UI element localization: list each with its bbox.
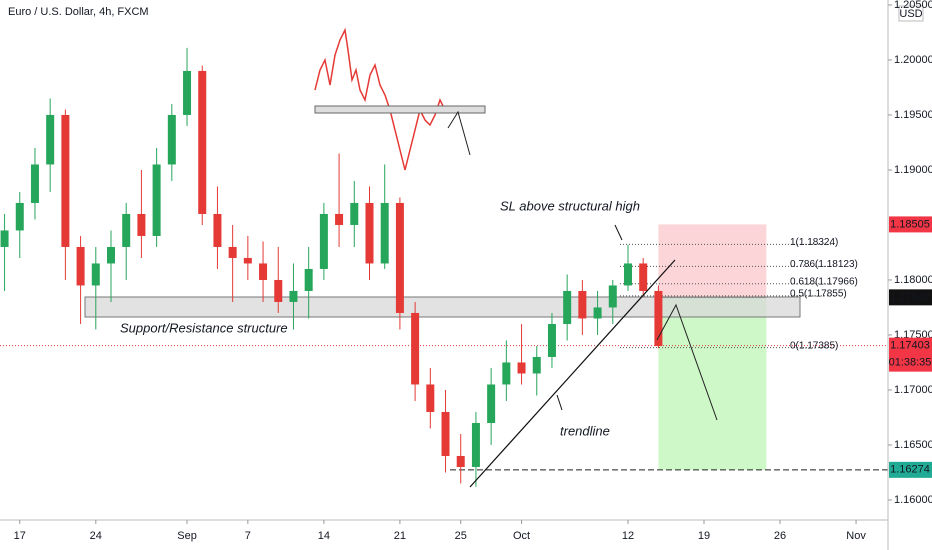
candle-body	[183, 70, 192, 115]
x-tick-label: Nov	[846, 530, 866, 542]
fib-label: 0.5(1.17855)	[790, 289, 847, 300]
inset-arrow	[447, 110, 471, 156]
sl-pointer	[614, 224, 623, 241]
price-tag	[889, 337, 932, 372]
candle-body	[243, 257, 252, 264]
stop-zone	[658, 224, 767, 298]
x-tick-label: 14	[318, 530, 330, 542]
price-tag-label: 1.18505	[890, 218, 930, 230]
candle-body	[502, 362, 511, 385]
candle-body	[608, 285, 617, 308]
candle-body	[167, 114, 176, 165]
candle-body	[578, 290, 587, 319]
y-tick-label: 1.16500	[894, 439, 932, 451]
candle-body	[395, 202, 404, 313]
candle-body	[274, 279, 283, 302]
y-tick-label: 1.20500	[894, 0, 932, 11]
candle-body	[365, 202, 374, 264]
currency: USD	[899, 8, 922, 20]
candle-body	[532, 356, 541, 374]
x-tick-label: 12	[622, 530, 634, 542]
candle-body	[122, 213, 131, 247]
candle-body	[30, 164, 39, 203]
candle-body	[213, 213, 222, 247]
candle-body	[76, 246, 85, 286]
candle-body	[426, 384, 435, 412]
candle-body	[639, 263, 648, 291]
marks	[0, 47, 663, 487]
candle-body	[91, 263, 100, 286]
candle-body	[487, 384, 496, 423]
x-tick-label: 21	[394, 530, 406, 542]
candle-body	[319, 213, 328, 269]
candle-body	[563, 290, 572, 324]
x-tick-label: 7	[245, 530, 251, 542]
price-tag-label: 1.17403	[890, 340, 930, 352]
candle-body	[547, 323, 556, 357]
candle-body	[61, 114, 70, 247]
candle-body	[350, 202, 359, 225]
header-title: Euro / U.S. Dollar, 4h, FXCM	[8, 6, 149, 18]
fib-label: 0(1.17385)	[790, 340, 838, 351]
annotation: Support/Resistance structure	[120, 320, 288, 335]
candle-body	[380, 202, 389, 264]
price-tag	[889, 461, 932, 478]
candle-body	[137, 213, 146, 236]
price-tag	[889, 216, 932, 233]
x-tick-label: 25	[455, 530, 467, 542]
candle-body	[228, 246, 237, 258]
candle-body	[411, 312, 420, 385]
x-tick-label: 17	[14, 530, 26, 542]
trendline	[469, 259, 676, 488]
x-tick-label: 24	[90, 530, 102, 542]
countdown: 01:38:35	[889, 357, 932, 369]
candle-body	[335, 213, 344, 225]
trade-arrow	[656, 303, 718, 421]
y-tick-label: 1.19000	[894, 164, 932, 176]
candle-body	[198, 70, 207, 214]
x-tick-label: Oct	[513, 530, 530, 542]
annotation: trendline	[560, 423, 610, 438]
fib-label: 0.786(1.18123)	[790, 259, 858, 270]
candle-body	[46, 114, 55, 165]
candle-body	[107, 246, 115, 264]
trendline-pointer	[556, 394, 563, 411]
price-tag-label: 1.16274	[890, 464, 930, 476]
y-tick-label: 1.16000	[894, 494, 932, 506]
candle-body	[152, 164, 161, 236]
candle-body	[259, 263, 268, 280]
candle-body	[471, 422, 480, 467]
annotation: SL above structural high	[500, 198, 640, 213]
target-zone	[658, 297, 767, 470]
candle-body	[15, 202, 24, 231]
candle-body	[623, 263, 632, 286]
y-tick-label: 1.18000	[894, 274, 932, 286]
candle-body	[654, 290, 663, 346]
y-tick-label: 1.20000	[894, 54, 932, 66]
y-tick-label: 1.19500	[894, 109, 932, 121]
candle-body	[304, 268, 313, 291]
inset-line	[314, 27, 446, 171]
axis-labels: 1.205001.200001.195001.190001.180001.175…	[14, 0, 932, 542]
candle-body	[456, 455, 465, 467]
y-tick-label: 1.17000	[894, 384, 932, 396]
candle-body	[441, 411, 450, 456]
x-tick-label: 26	[774, 530, 786, 542]
fib-label: 1(1.18324)	[790, 237, 838, 248]
candle-body	[0, 230, 9, 247]
x-tick-label: 19	[698, 530, 710, 542]
support-zone	[84, 296, 801, 318]
candle-body	[289, 290, 298, 302]
overlay: 1(1.18324) 0.786(1.18123) 0.618(1.17966) 0.…	[0, 224, 888, 471]
price-tag-label: 1.17842	[890, 291, 930, 303]
candle-body	[593, 307, 602, 319]
price-tag	[889, 289, 932, 306]
inset-zone	[314, 105, 486, 114]
candle-body	[517, 362, 526, 374]
currency-box	[898, 5, 924, 22]
fib-label: 0.618(1.17966)	[790, 276, 858, 287]
x-tick-label: Sep	[177, 530, 197, 542]
